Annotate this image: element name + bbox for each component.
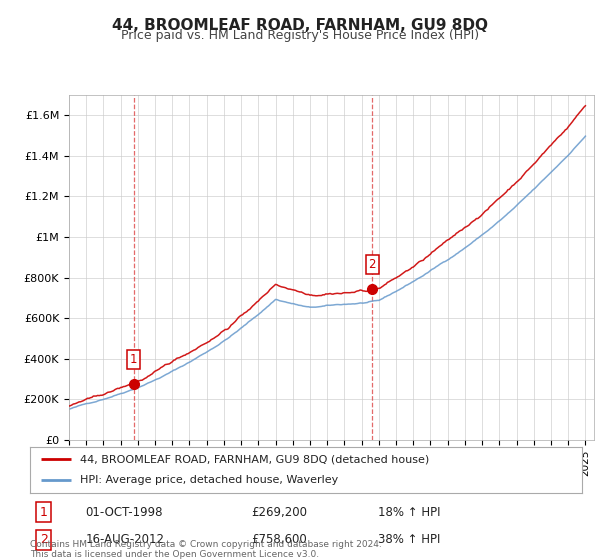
Text: 01-OCT-1998: 01-OCT-1998 (85, 506, 163, 519)
Text: £269,200: £269,200 (251, 506, 307, 519)
Text: Contains HM Land Registry data © Crown copyright and database right 2024.
This d: Contains HM Land Registry data © Crown c… (30, 540, 382, 559)
Text: 1: 1 (130, 353, 137, 366)
Text: 16-AUG-2012: 16-AUG-2012 (85, 533, 164, 546)
Text: 2: 2 (368, 258, 376, 271)
Text: 1: 1 (40, 506, 48, 519)
Text: 44, BROOMLEAF ROAD, FARNHAM, GU9 8DQ (detached house): 44, BROOMLEAF ROAD, FARNHAM, GU9 8DQ (de… (80, 454, 429, 464)
Text: Price paid vs. HM Land Registry's House Price Index (HPI): Price paid vs. HM Land Registry's House … (121, 29, 479, 42)
Text: 38% ↑ HPI: 38% ↑ HPI (378, 533, 440, 546)
Text: 2: 2 (40, 533, 48, 546)
Text: £758,600: £758,600 (251, 533, 307, 546)
Text: 18% ↑ HPI: 18% ↑ HPI (378, 506, 440, 519)
Text: HPI: Average price, detached house, Waverley: HPI: Average price, detached house, Wave… (80, 475, 338, 486)
Text: 44, BROOMLEAF ROAD, FARNHAM, GU9 8DQ: 44, BROOMLEAF ROAD, FARNHAM, GU9 8DQ (112, 18, 488, 33)
